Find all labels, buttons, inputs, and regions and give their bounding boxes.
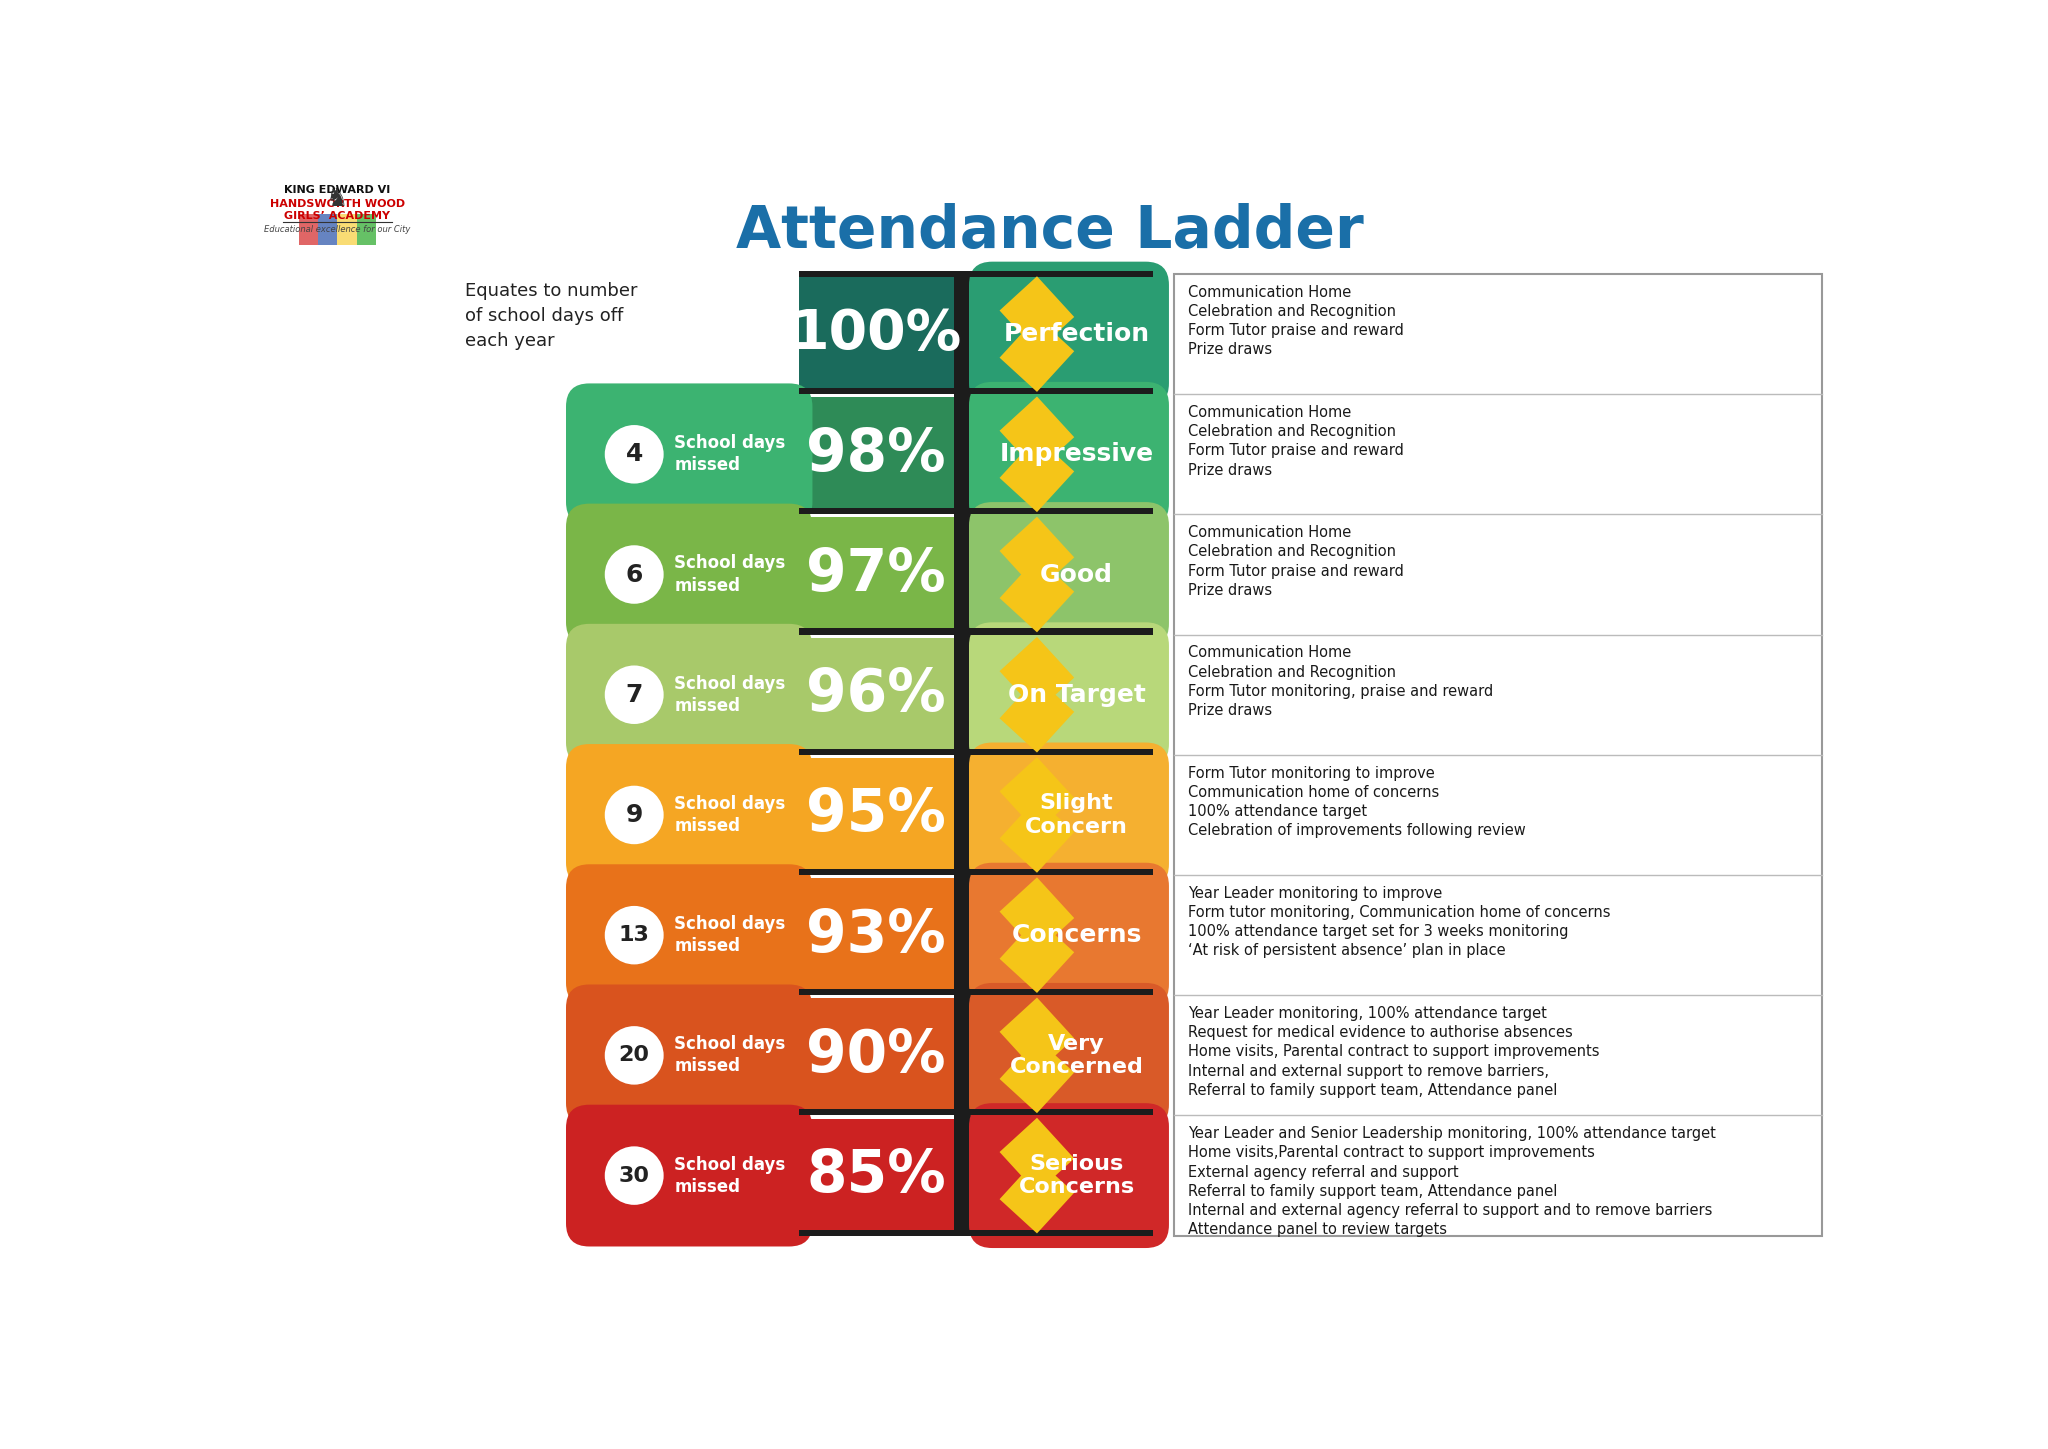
Text: KING EDWARD VI: KING EDWARD VI [285, 185, 391, 196]
FancyBboxPatch shape [356, 214, 377, 245]
Text: Communication Home
Celebration and Recognition
Form Tutor praise and reward
Priz: Communication Home Celebration and Recog… [1188, 285, 1405, 358]
Text: Communication Home
Celebration and Recognition
Form Tutor praise and reward
Priz: Communication Home Celebration and Recog… [1188, 525, 1405, 598]
FancyBboxPatch shape [799, 388, 1153, 394]
FancyBboxPatch shape [799, 1119, 954, 1233]
Text: Educational excellence for our City: Educational excellence for our City [264, 225, 410, 233]
Text: Year Leader monitoring to improve
Form tutor monitoring, Communication home of c: Year Leader monitoring to improve Form t… [1188, 885, 1612, 958]
Text: Communication Home
Celebration and Recognition
Form Tutor monitoring, praise and: Communication Home Celebration and Recog… [1188, 645, 1493, 719]
FancyBboxPatch shape [969, 262, 1169, 407]
Text: School days
missed: School days missed [674, 555, 786, 594]
FancyBboxPatch shape [969, 862, 1169, 1007]
FancyBboxPatch shape [565, 1104, 813, 1246]
Text: School days
missed: School days missed [674, 675, 786, 714]
FancyBboxPatch shape [565, 864, 813, 1006]
Text: 4: 4 [625, 442, 643, 467]
Text: 20: 20 [618, 1045, 649, 1065]
Text: School days
missed: School days missed [674, 796, 786, 835]
Text: School days
missed: School days missed [674, 1155, 786, 1195]
Text: Very
Concerned: Very Concerned [1010, 1033, 1143, 1077]
FancyBboxPatch shape [799, 878, 954, 993]
Text: 96%: 96% [807, 667, 946, 723]
FancyBboxPatch shape [969, 982, 1169, 1127]
Text: 30: 30 [618, 1165, 649, 1185]
Text: ♞: ♞ [326, 187, 348, 210]
Circle shape [604, 665, 664, 724]
Text: 9: 9 [625, 803, 643, 827]
FancyBboxPatch shape [565, 384, 813, 525]
FancyBboxPatch shape [969, 1103, 1169, 1248]
FancyBboxPatch shape [1174, 274, 1821, 1236]
Text: Impressive: Impressive [999, 442, 1153, 467]
FancyBboxPatch shape [799, 638, 954, 752]
Text: 7: 7 [625, 682, 643, 707]
Text: 97%: 97% [807, 546, 946, 603]
Text: School days
missed: School days missed [674, 916, 786, 955]
FancyBboxPatch shape [565, 625, 813, 765]
Text: Year Leader and Senior Leadership monitoring, 100% attendance target
Home visits: Year Leader and Senior Leadership monito… [1188, 1126, 1716, 1237]
Text: 85%: 85% [807, 1148, 946, 1204]
Text: 13: 13 [618, 924, 649, 945]
Text: On Target: On Target [1008, 682, 1145, 707]
Text: Concerns: Concerns [1012, 923, 1143, 948]
Text: Communication Home
Celebration and Recognition
Form Tutor praise and reward
Priz: Communication Home Celebration and Recog… [1188, 404, 1405, 478]
FancyBboxPatch shape [799, 990, 1153, 995]
Text: 100%: 100% [791, 307, 963, 361]
FancyBboxPatch shape [799, 758, 954, 872]
Text: Equates to number
of school days off
each year: Equates to number of school days off eac… [465, 281, 637, 349]
Text: Serious
Concerns: Serious Concerns [1018, 1153, 1135, 1197]
Text: Perfection: Perfection [1004, 322, 1149, 346]
FancyBboxPatch shape [565, 984, 813, 1126]
FancyBboxPatch shape [799, 277, 954, 391]
FancyBboxPatch shape [799, 629, 1153, 635]
FancyBboxPatch shape [799, 749, 1153, 755]
FancyBboxPatch shape [969, 622, 1169, 767]
Text: Year Leader monitoring, 100% attendance target
Request for medical evidence to a: Year Leader monitoring, 100% attendance … [1188, 1006, 1599, 1098]
FancyBboxPatch shape [799, 1110, 1153, 1116]
FancyBboxPatch shape [317, 214, 338, 245]
FancyBboxPatch shape [799, 998, 954, 1113]
FancyBboxPatch shape [954, 274, 985, 1236]
Text: Form Tutor monitoring to improve
Communication home of concerns
100% attendance : Form Tutor monitoring to improve Communi… [1188, 765, 1526, 838]
Text: 90%: 90% [807, 1027, 946, 1084]
Text: 98%: 98% [807, 426, 946, 483]
FancyBboxPatch shape [799, 869, 1153, 875]
FancyBboxPatch shape [799, 1233, 1153, 1236]
FancyBboxPatch shape [799, 397, 954, 511]
FancyBboxPatch shape [799, 271, 1153, 277]
FancyBboxPatch shape [969, 742, 1169, 887]
Text: Slight
Concern: Slight Concern [1026, 794, 1128, 836]
Text: School days
missed: School days missed [674, 1035, 786, 1075]
Text: HANDSWORTH WOOD: HANDSWORTH WOOD [270, 199, 406, 209]
Text: GIRLS’ ACADEMY: GIRLS’ ACADEMY [285, 212, 391, 220]
FancyBboxPatch shape [799, 517, 954, 632]
Circle shape [604, 545, 664, 604]
Text: 93%: 93% [807, 907, 946, 964]
FancyBboxPatch shape [799, 1230, 1153, 1236]
FancyBboxPatch shape [565, 745, 813, 885]
FancyBboxPatch shape [799, 509, 1153, 514]
Circle shape [604, 785, 664, 845]
Text: 6: 6 [625, 562, 643, 587]
Text: Good: Good [1040, 562, 1114, 587]
Circle shape [604, 425, 664, 484]
FancyBboxPatch shape [969, 503, 1169, 646]
Text: 95%: 95% [807, 787, 946, 843]
Text: School days
missed: School days missed [674, 435, 786, 474]
FancyBboxPatch shape [565, 504, 813, 645]
Circle shape [604, 1146, 664, 1206]
Text: Attendance Ladder: Attendance Ladder [735, 203, 1364, 261]
Circle shape [604, 1026, 664, 1085]
Circle shape [604, 906, 664, 965]
FancyBboxPatch shape [969, 383, 1169, 527]
FancyBboxPatch shape [299, 214, 317, 245]
FancyBboxPatch shape [338, 214, 356, 245]
